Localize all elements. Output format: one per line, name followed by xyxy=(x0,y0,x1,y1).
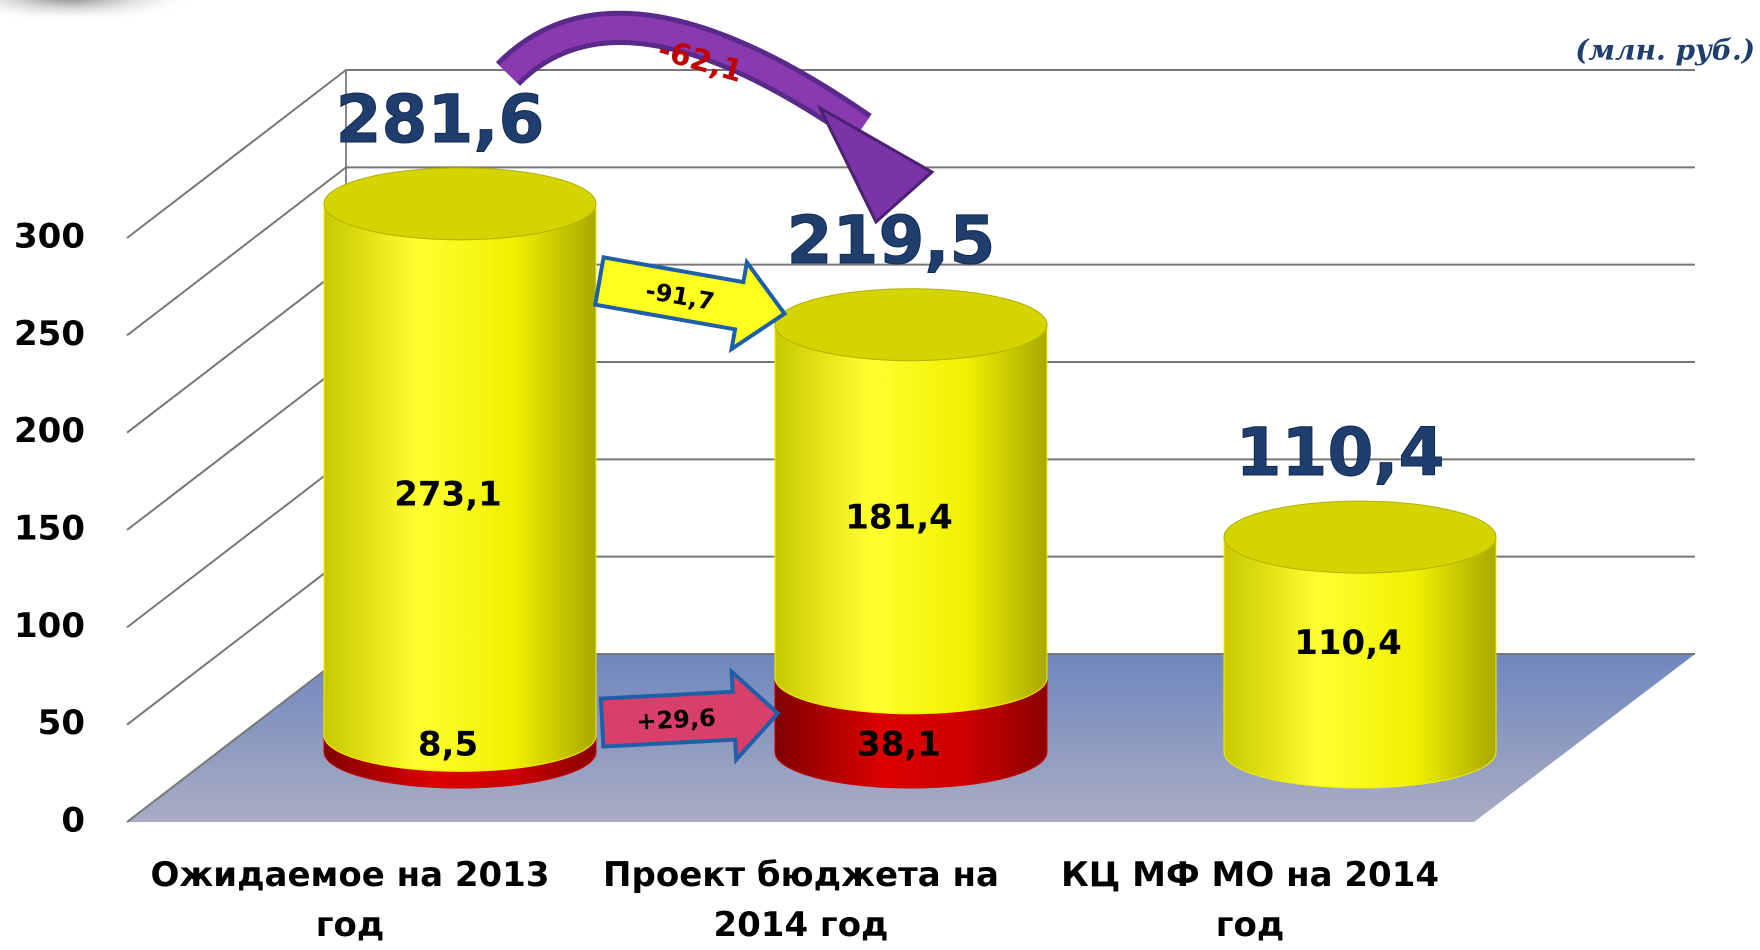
bars xyxy=(323,167,1497,789)
corner-decoration xyxy=(0,0,198,23)
value-label: 273,1 xyxy=(394,475,502,515)
grid-line xyxy=(126,69,1695,239)
curved-arrow-fill xyxy=(499,16,869,138)
value-label: 38,1 xyxy=(857,725,941,765)
y-tick-label: 100 xyxy=(14,606,85,646)
yellow-arrow: -91,7 xyxy=(592,255,788,354)
bar-top xyxy=(1223,500,1497,574)
total-label: 219,5 xyxy=(787,202,996,279)
y-tick-label: 200 xyxy=(14,411,85,451)
grid-line xyxy=(126,166,1695,337)
total-label: 110,4 xyxy=(1236,414,1445,491)
value-label: 8,5 xyxy=(418,725,478,765)
y-tick-label: 250 xyxy=(14,314,85,354)
y-tick-label: 0 xyxy=(61,801,85,841)
y-tick-label: 50 xyxy=(38,703,85,743)
value-label: 110,4 xyxy=(1294,623,1402,663)
y-tick-label: 150 xyxy=(14,509,85,549)
annotation: +29,6 xyxy=(636,704,717,736)
y-tick-label: 300 xyxy=(14,217,85,257)
unit-label: (млн. руб.) xyxy=(1575,34,1755,67)
x-tick-label: КЦ МФ МО на 2014 год xyxy=(1060,855,1440,945)
value-label: 181,4 xyxy=(845,497,953,537)
pink-arrow: +29,6 xyxy=(598,667,781,765)
x-tick-label: Ожидаемое на 2013 год xyxy=(150,855,550,945)
x-tick-label: Проект бюджета на 2014 год xyxy=(603,855,999,945)
curved-arrow-head xyxy=(816,104,935,225)
total-label: 281,6 xyxy=(336,81,545,158)
bar-top xyxy=(774,288,1048,362)
bar-top xyxy=(323,167,597,241)
